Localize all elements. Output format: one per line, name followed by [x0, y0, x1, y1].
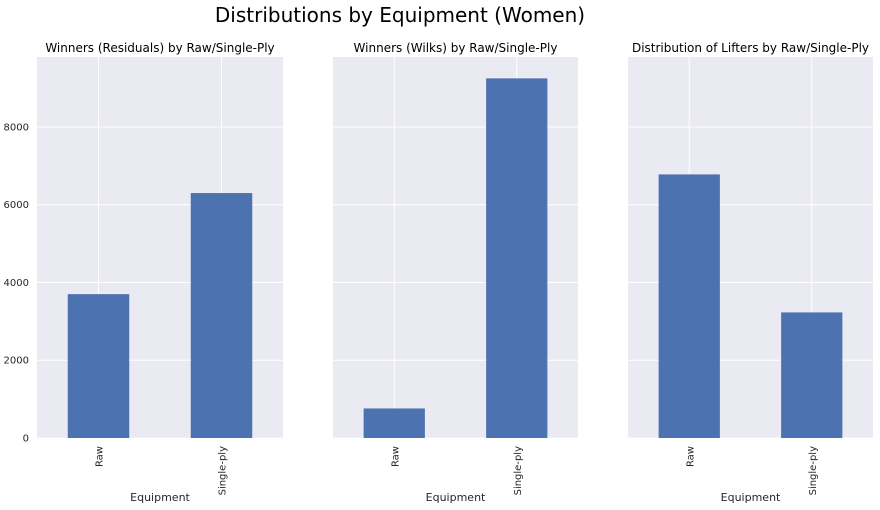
y-tick-label: 2000	[4, 356, 29, 367]
bar-raw[interactable]	[363, 408, 425, 438]
y-tick-label: 6000	[4, 200, 29, 211]
x-tick-label: Raw	[685, 446, 696, 467]
x-tick-label: Raw	[95, 446, 106, 467]
subplot-2: Winners (Wilks) by Raw/Single-Ply Raw Sing…	[333, 41, 578, 504]
subplots: Winners (Residuals) by Raw/Single-Ply Raw…	[4, 41, 873, 504]
bar-raw[interactable]	[67, 294, 130, 438]
x-axis-label: Equipment	[130, 491, 190, 504]
x-axis-label: Equipment	[721, 491, 781, 504]
y-tick-label: 8000	[4, 122, 29, 133]
x-tick-label: Raw	[390, 446, 401, 467]
y-tick-label: 4000	[4, 278, 29, 289]
y-tick-label: 0	[23, 434, 29, 445]
bar-raw[interactable]	[658, 174, 720, 438]
x-tick-label: Single-ply	[808, 446, 819, 495]
subplot-title: Winners (Wilks) by Raw/Single-Ply	[354, 41, 558, 55]
subplot-title: Distribution of Lifters by Raw/Single-Pl…	[632, 41, 869, 55]
x-tick-label: Single-ply	[218, 446, 229, 495]
subplot-3: Distribution of Lifters by Raw/Single-Pl…	[628, 41, 873, 504]
subplot-1: Winners (Residuals) by Raw/Single-Ply Raw…	[4, 41, 283, 504]
bar-single-ply[interactable]	[781, 312, 843, 438]
x-axis-label: Equipment	[426, 491, 486, 504]
figure-title: Distributions by Equipment (Women)	[215, 3, 585, 27]
bar-single-ply[interactable]	[486, 78, 548, 438]
bar-single-ply[interactable]	[190, 193, 253, 438]
subplot-title: Winners (Residuals) by Raw/Single-Ply	[45, 41, 274, 55]
x-tick-label: Single-ply	[513, 446, 524, 495]
